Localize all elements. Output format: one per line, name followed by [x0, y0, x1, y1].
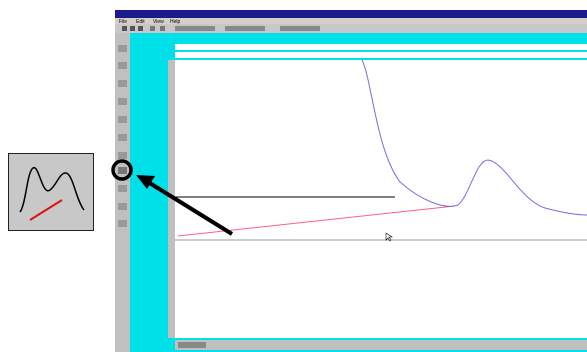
- title-bar: [115, 10, 587, 18]
- menu-item[interactable]: Edit: [136, 19, 145, 25]
- highlight-circle: [111, 159, 133, 181]
- app-window: File Edit View Help: [115, 10, 587, 352]
- scroll-thumb[interactable]: [178, 342, 206, 348]
- plot-area: [175, 60, 587, 338]
- info-field: [175, 52, 587, 58]
- signal-trace: [361, 59, 587, 216]
- menu-background: [115, 18, 587, 24]
- x-scrollbar[interactable]: [175, 340, 587, 350]
- menu-bar: File Edit View Help: [115, 18, 587, 25]
- menu-item[interactable]: File: [119, 19, 127, 25]
- tool-icon: [8, 153, 94, 231]
- menu-item[interactable]: View: [153, 19, 164, 25]
- side-buttons: [118, 45, 127, 227]
- cursor: [385, 232, 393, 242]
- info-field: [175, 44, 587, 50]
- toolbar[interactable]: [115, 24, 587, 33]
- arrow-head: [136, 175, 155, 189]
- arrow-shaft: [146, 180, 234, 236]
- y-scrollbar[interactable]: [168, 60, 175, 338]
- menu-item[interactable]: Help: [170, 19, 181, 25]
- side-toolbar[interactable]: [115, 33, 130, 352]
- toolbar-buttons: [122, 26, 320, 31]
